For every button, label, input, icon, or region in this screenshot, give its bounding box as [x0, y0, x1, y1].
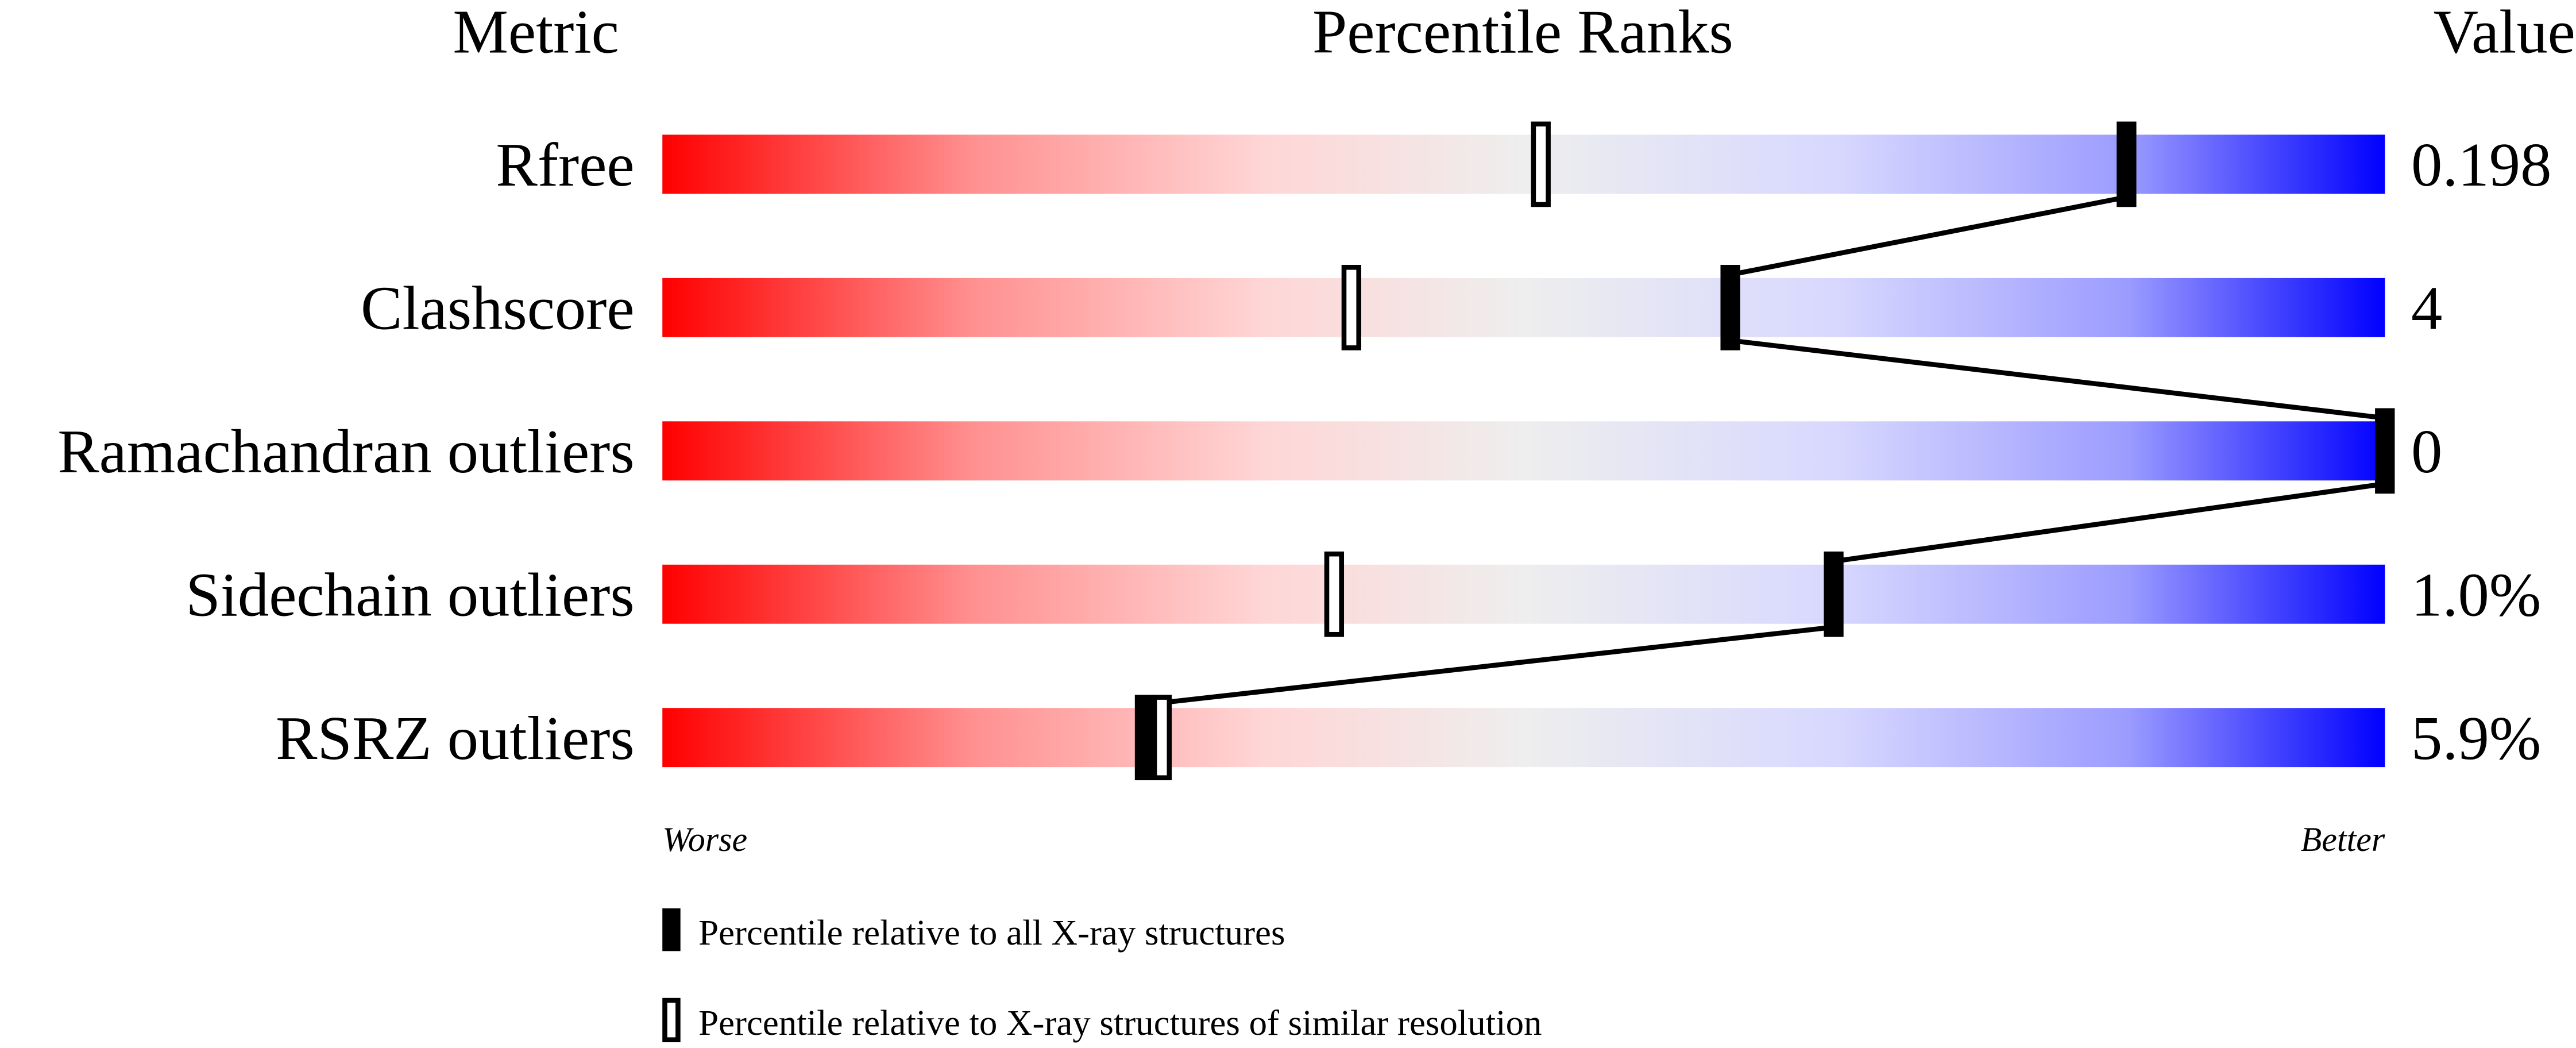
percentile-bar-clashscore	[662, 278, 2385, 337]
metric-label-ramachandran-outliers: Ramachandran outliers	[57, 417, 634, 486]
all-structures-marker-ramachandran-outliers	[2375, 408, 2395, 494]
all-structures-marker-rfree	[2117, 121, 2137, 207]
connector-line	[1730, 338, 2385, 421]
legend-filled-label: Percentile relative to all X-ray structu…	[698, 912, 1285, 953]
value-label-rfree: 0.198	[2411, 130, 2551, 199]
all-structures-marker-clashscore	[1720, 265, 1740, 350]
value-label-sidechain-outliers: 1.0%	[2411, 560, 2541, 629]
axis-label-better: Better	[2301, 820, 2385, 858]
connector-line	[1833, 481, 2385, 564]
value-label-rsrz-outliers: 5.9%	[2411, 704, 2541, 773]
similar-resolution-marker-rfree	[1531, 121, 1551, 207]
percentile-bar-rsrz-outliers	[662, 708, 2385, 768]
similar-resolution-marker-clashscore	[1341, 265, 1362, 350]
similar-resolution-marker-rsrz-outliers	[1152, 695, 1172, 780]
similar-resolution-marker-sidechain-outliers	[1324, 551, 1345, 637]
value-label-clashscore: 4	[2411, 274, 2442, 343]
percentile-bar-ramachandran-outliers	[662, 421, 2385, 481]
header-percentile-ranks: Percentile Ranks	[1312, 0, 1733, 66]
header-value: Value	[2434, 0, 2575, 66]
legend-open-marker	[662, 997, 681, 1042]
percentile-bar-sidechain-outliers	[662, 564, 2385, 624]
metric-label-clashscore: Clashscore	[361, 274, 635, 343]
value-label-ramachandran-outliers: 0	[2411, 417, 2442, 486]
connector-line	[1729, 194, 2127, 278]
connector-line	[1144, 625, 1835, 707]
percentile-bar-rfree	[662, 134, 2385, 194]
all-structures-marker-rsrz-outliers	[1134, 695, 1155, 780]
metric-label-rfree: Rfree	[496, 130, 634, 199]
axis-label-worse: Worse	[662, 820, 747, 858]
legend-open-label: Percentile relative to X-ray structures …	[698, 1003, 1542, 1043]
metric-label-rsrz-outliers: RSRZ outliers	[276, 704, 635, 773]
legend-filled-marker	[662, 908, 681, 951]
metric-label-sidechain-outliers: Sidechain outliers	[186, 560, 634, 629]
header-metric: Metric	[453, 0, 619, 66]
all-structures-marker-sidechain-outliers	[1824, 551, 1844, 637]
